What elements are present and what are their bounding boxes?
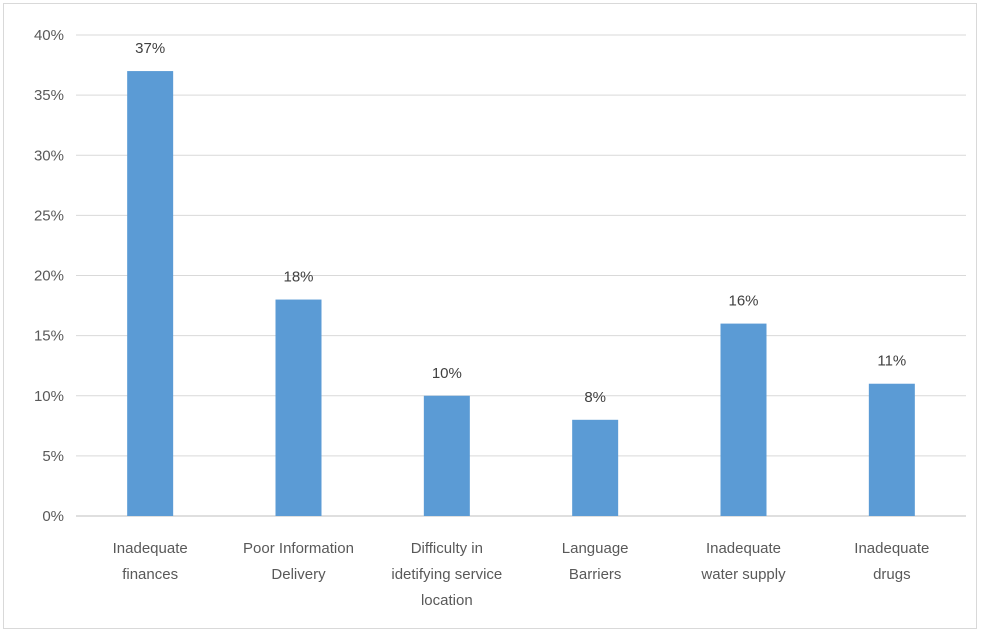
bar: [720, 323, 767, 516]
x-tick-label: Inadequate finances: [113, 540, 188, 583]
bar-chart: 0% 5% 10% 15% 20% 25% 30% 35% 40% 37% 18% 10% 8% 16%…: [34, 27, 966, 609]
data-label: 11%: [877, 353, 906, 370]
data-label: 8%: [584, 389, 606, 406]
x-tick-label: Poor Information Delivery: [243, 540, 354, 583]
y-tick-label: 35%: [34, 87, 64, 104]
y-tick-label: 0%: [42, 508, 64, 525]
data-label: 10%: [432, 365, 462, 382]
gridlines: [76, 34, 966, 517]
x-tick-label: Inadequate drugs: [854, 540, 929, 583]
data-label: 37%: [135, 40, 165, 57]
data-label: 16%: [728, 293, 758, 310]
chart-area: 0% 5% 10% 15% 20% 25% 30% 35% 40% 37% 18% 10% 8% 16%…: [3, 3, 977, 629]
bar: [572, 419, 619, 516]
x-tick-label: Inadequate water supply: [700, 540, 786, 583]
x-tick-label: Language Barriers: [562, 540, 629, 583]
bar: [127, 71, 174, 516]
bar: [423, 395, 470, 516]
y-tick-label: 10%: [34, 388, 64, 405]
data-label: 18%: [283, 269, 313, 286]
x-tick-label: Difficulty in idetifying service location: [391, 540, 502, 609]
y-tick-label: 20%: [34, 268, 64, 285]
y-tick-label: 25%: [34, 207, 64, 224]
bar: [275, 299, 322, 516]
y-tick-label: 30%: [34, 147, 64, 164]
bar: [868, 383, 915, 516]
data-labels: 37% 18% 10% 8% 16% 11%: [135, 40, 906, 406]
x-axis-category-labels: Inadequate finances Poor Information Delive…: [113, 540, 930, 609]
y-axis-tick-labels: 0% 5% 10% 15% 20% 25% 30% 35% 40%: [34, 27, 64, 525]
y-tick-label: 5%: [42, 448, 64, 465]
y-tick-label: 40%: [34, 27, 64, 44]
y-tick-label: 15%: [34, 328, 64, 345]
bars: [127, 71, 915, 516]
